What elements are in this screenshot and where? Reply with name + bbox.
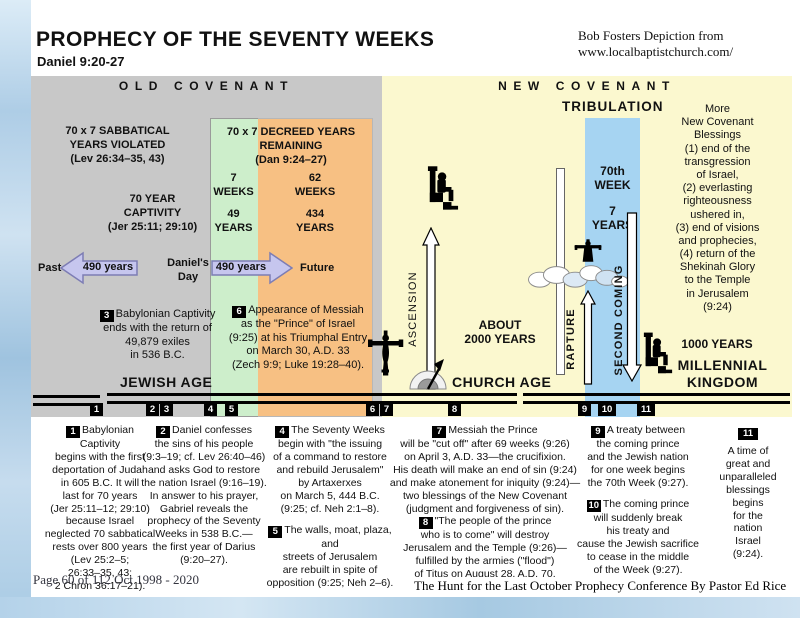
note-8: 8 "The people of the prince who is to com… <box>403 515 567 580</box>
note-4-badge: 4 <box>275 426 290 438</box>
throne-icon <box>427 164 459 210</box>
seven-weeks-label: 7 WEEKS <box>213 172 254 198</box>
timeline-marker-8: 8 <box>448 403 461 416</box>
up-arrow-icon <box>580 290 596 385</box>
thousand-years-label: 1000 YEARS <box>681 337 753 351</box>
gauge-icon <box>408 355 448 391</box>
note-2-badge: 2 <box>156 426 171 438</box>
past-490-arrow: 490 years <box>60 251 138 285</box>
clouds-icon <box>524 261 632 289</box>
tribulation-heading: TRIBULATION <box>562 99 664 114</box>
millennial-kingdom-label: MILLENNIAL KINGDOM <box>677 357 768 390</box>
second-coming-arrow <box>622 212 642 382</box>
timeline-marker-9: 9 <box>578 403 591 416</box>
chart-note-6: 6 Appearance of Messiah as the "Prince" o… <box>228 304 368 371</box>
timeline-segment-3 <box>523 393 790 404</box>
timeline-marker-10: 10 <box>598 403 616 416</box>
note-7-badge: 7 <box>432 426 447 438</box>
sixtytwo-weeks-label: 62 WEEKS <box>294 172 336 198</box>
past-arrow-label: 490 years <box>82 261 134 273</box>
page-subtitle: Daniel 9:20-27 <box>37 54 125 69</box>
christ-figure-icon <box>572 233 604 268</box>
seven-years-label: 7 YEARS <box>591 204 634 232</box>
left-arrow-icon <box>60 251 138 285</box>
timeline-marker-2: 2 <box>146 403 159 416</box>
fortynine-years-label: 49 YEARS <box>214 208 253 234</box>
note-5-badge: 5 <box>268 526 283 538</box>
timeline-segment-1 <box>33 395 100 406</box>
note-10-badge: 10 <box>586 500 601 512</box>
about-2000-years-label: ABOUT 2000 YEARS <box>464 318 536 346</box>
note-1-badge: 1 <box>66 426 81 438</box>
timeline-marker-1: 1 <box>90 403 103 416</box>
old-covenant-band: OLD COVENANT <box>31 76 382 97</box>
fourthirtyfour-years-label: 434 YEARS <box>296 208 334 234</box>
daniels-day-label: Daniel's Day <box>167 257 209 283</box>
chart-note-3: 3 Babylonian Captivity ends with the retu… <box>85 308 230 363</box>
new-covenant-band: NEW COVENANT <box>382 76 792 97</box>
timeline-marker-4: 4 <box>204 403 217 416</box>
timeline-marker-7: 7 <box>380 403 393 416</box>
ascension-label: ASCENSION <box>407 271 419 347</box>
page-title: PROPHECY OF THE SEVENTY WEEKS <box>36 28 435 51</box>
timeline-marker-11: 11 <box>637 403 655 416</box>
rapture-label: RAPTURE <box>565 308 577 370</box>
note-10: 10 The coming prince will suddenly break … <box>577 498 699 576</box>
bottom-border-strip <box>0 597 800 618</box>
rapture-arrow <box>580 290 596 385</box>
note-2: 2 Daniel confesses the sins of his people… <box>141 424 267 567</box>
note-9-badge: 9 <box>590 426 605 438</box>
future-arrow-label: 490 years <box>215 261 267 273</box>
crucifix-icon <box>368 322 404 384</box>
church-age-label: CHURCH AGE <box>452 374 552 390</box>
captivity-label: 70 YEAR CAPTIVITY (Jer 25:11; 29:10) <box>107 193 198 233</box>
note-5: 5 The walls, moat, plaza, and streets of … <box>266 524 394 589</box>
new-covenant-blessings: More New Covenant Blessings (1) end of t… <box>675 103 760 313</box>
page-info: Page 60 of 112 Oct 1998 - 2020 <box>33 572 199 587</box>
note-11: 11 A time of great and unparalleled bless… <box>719 428 777 561</box>
past-label: Past <box>38 262 62 274</box>
future-label: Future <box>300 262 335 274</box>
decreed-heading: 70 x 7 DECREED YEARS REMAINING (Dan 9:24… <box>226 126 356 166</box>
timeline-marker-3: 3 <box>160 403 173 416</box>
seventieth-week-label: 70th WEEK <box>594 164 631 192</box>
second-coming-label: SECOND COMING <box>613 264 625 376</box>
jewish-age-label: JEWISH AGE <box>120 374 213 390</box>
timeline-segment-2 <box>107 393 517 404</box>
note-4: 4 The Seventy Weeks begin with "the issui… <box>273 424 387 515</box>
note-11-badge: 11 <box>738 428 758 440</box>
sabbatical-label: 70 x 7 SABBATICAL YEARS VIOLATED (Lev 26… <box>65 125 170 165</box>
note-1: 1 Babylonian Captivity begins with the fi… <box>44 424 156 592</box>
timeline-marker-5: 5 <box>225 403 238 416</box>
note-8-badge: 8 <box>418 517 433 529</box>
note-3-badge: 3 <box>99 310 114 322</box>
future-490-arrow: 490 years <box>211 251 293 285</box>
note-6-badge: 6 <box>232 306 247 318</box>
down-arrow-icon <box>622 212 642 382</box>
conference-title: The Hunt for the Last October Prophecy C… <box>408 577 798 595</box>
timeline-marker-6: 6 <box>366 403 379 416</box>
throne-icon-2 <box>643 330 673 374</box>
note-7: 7 Messiah the Prince will be "cut off" af… <box>389 424 581 515</box>
left-border-strip <box>0 0 31 618</box>
credit-text: Bob Fosters Depiction from www.localbapt… <box>578 28 734 60</box>
right-arrow-icon <box>211 251 293 285</box>
